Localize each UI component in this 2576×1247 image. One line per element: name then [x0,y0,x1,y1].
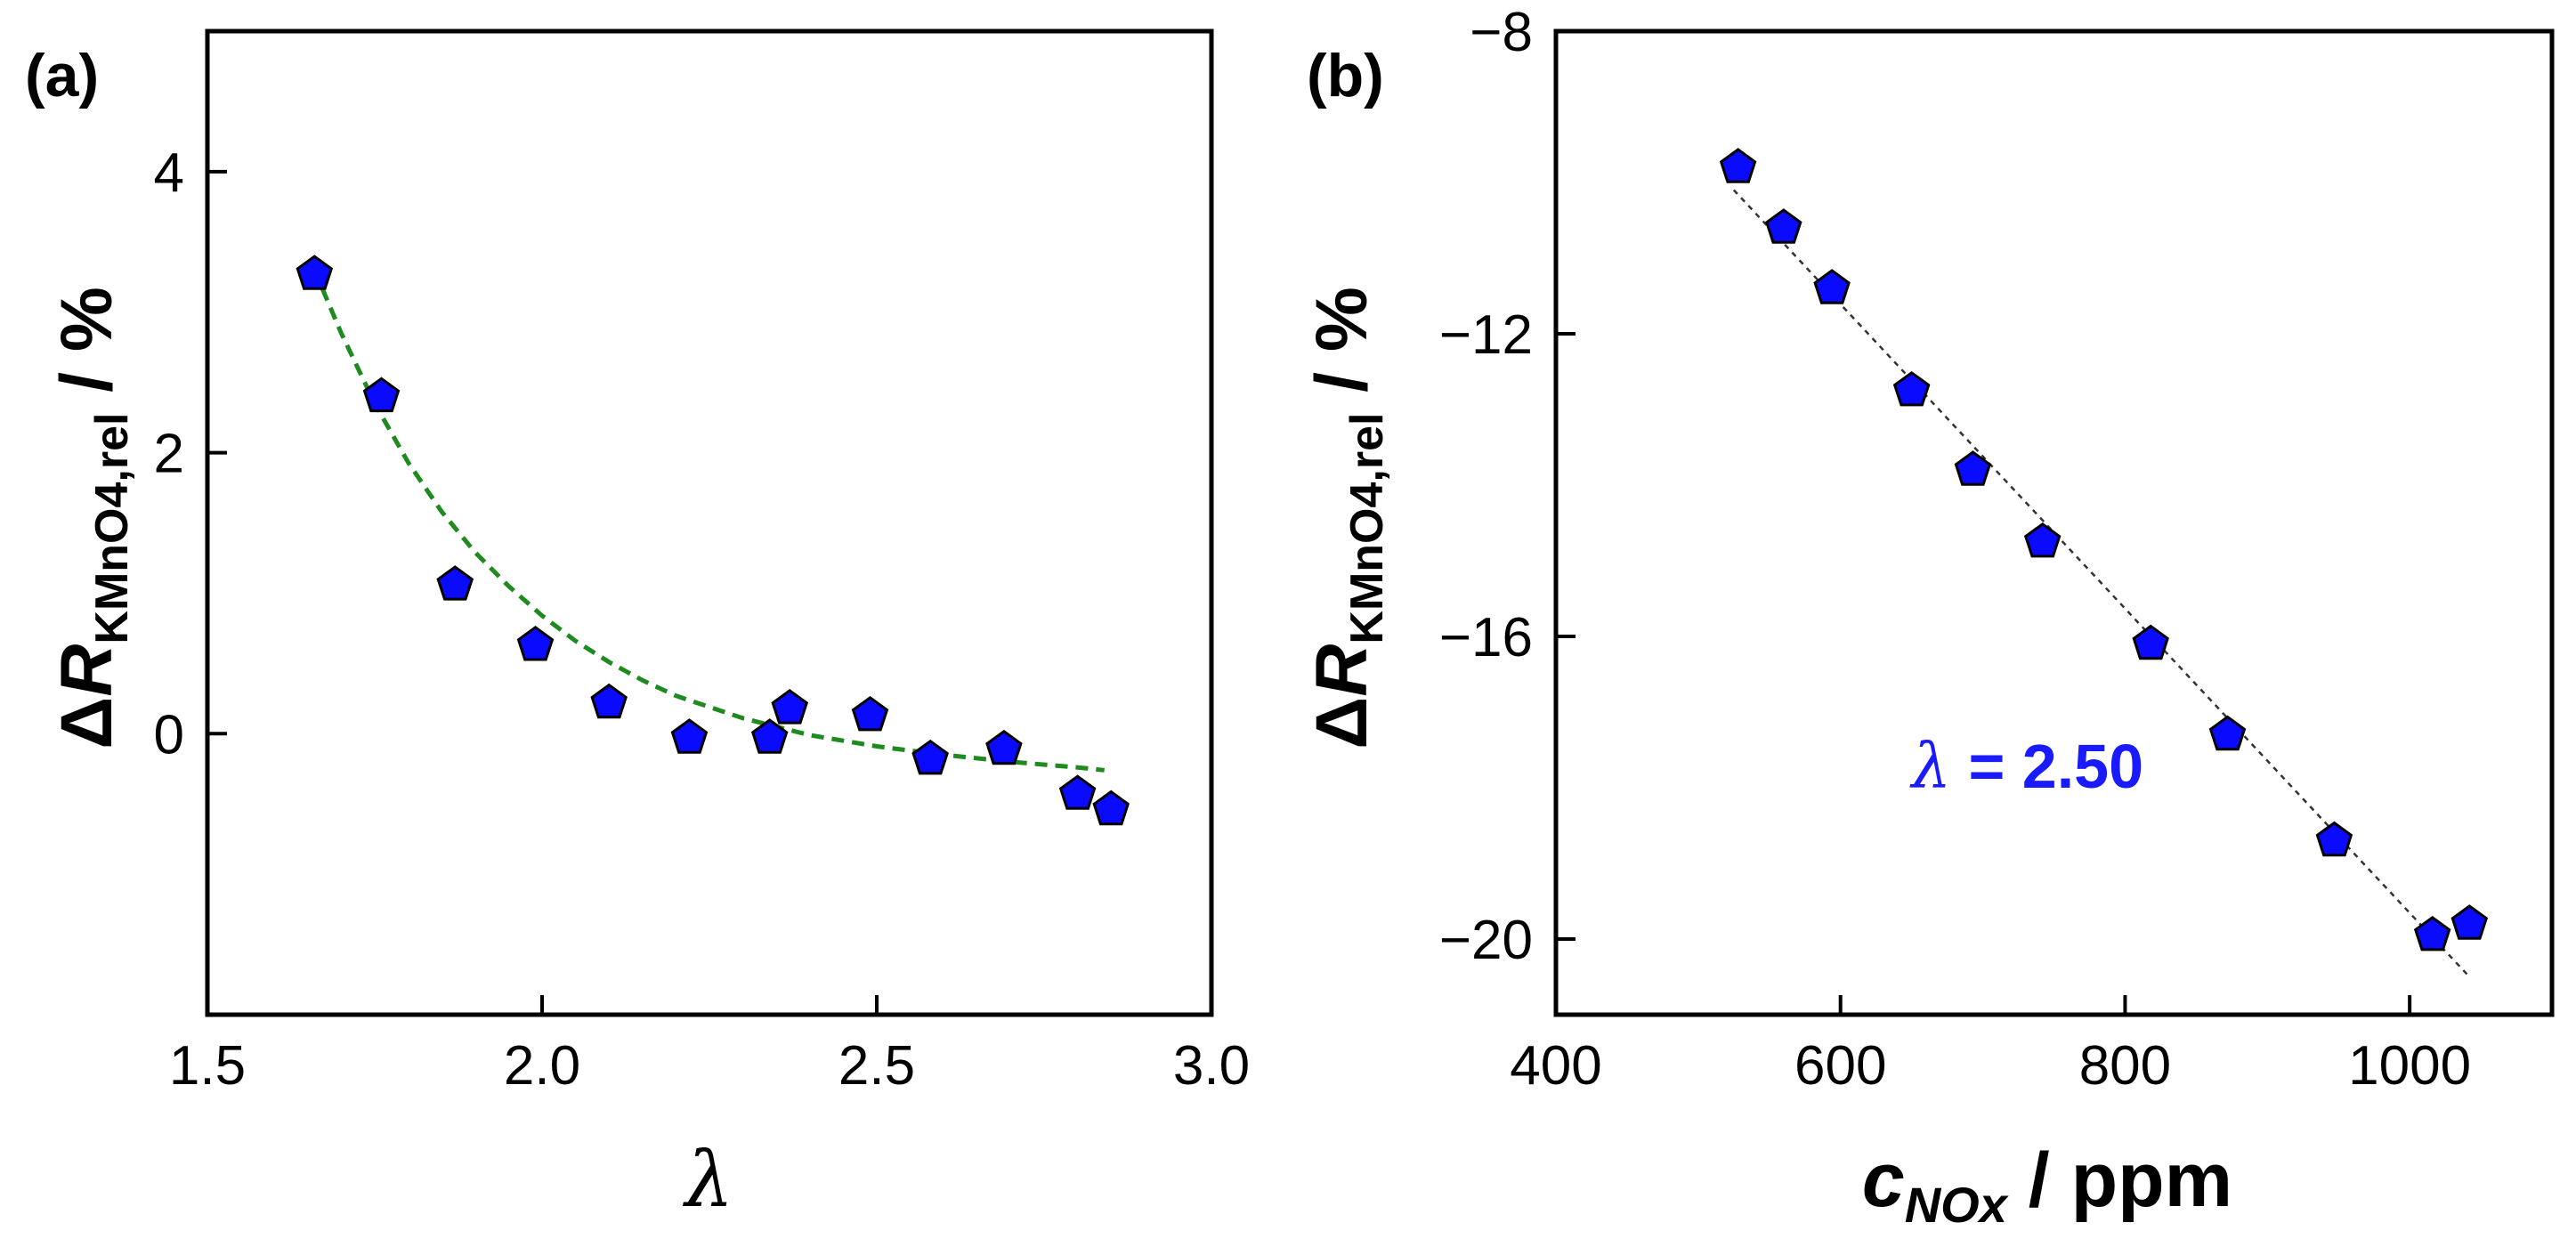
data-point [436,565,474,601]
ylabel-subscript: KMnO4,rel [86,413,138,644]
ylabel-var: R [1301,644,1382,697]
data-point [1092,789,1130,826]
data-point [911,739,949,775]
panel-b-y-axis-label: ΔRKMnO4,rel / % [1301,287,1393,749]
svg-text:ΔRKMnO4,rel / %: ΔRKMnO4,rel / % [46,287,138,749]
panel-b-lambda-annotation: λ = 2.50 [1909,730,2143,803]
y-tick-label: 2 [154,424,184,485]
panel-a-ticks: 1.5 2.0 2.5 3.0 0 2 4 [154,142,1251,1097]
panel-a-fit-curve [312,269,1105,773]
data-point [362,377,401,413]
data-point [590,683,628,719]
panel-a-plot-frame [205,28,1214,1017]
x-tick-label: 600 [1794,1035,1886,1097]
data-point [771,689,809,725]
fit-line [312,269,1105,773]
y-tick-label: −20 [1439,910,1533,971]
y-tick-label: 4 [154,142,184,204]
x-tick-label: 1.5 [169,1035,246,1097]
data-point [1892,370,1931,407]
panel-a-label: (a) [25,42,99,109]
y-tick-label: −16 [1439,607,1533,668]
panel-a: (a) 1.5 2.0 2.5 3.0 0 2 4 ΔRKMnO4,rel / % λ [25,28,1251,1225]
data-point [851,695,889,732]
data-point [985,729,1023,765]
x-tick-label: 2.0 [504,1035,580,1097]
data-point [2315,821,2353,857]
panel-b-x-axis-label: cNOx / ppm [1862,1138,2232,1233]
data-point [1765,208,1802,244]
data-point [2413,915,2451,951]
annotation-value: = 2.50 [1951,732,2143,801]
x-tick-label: 3.0 [1173,1035,1250,1097]
y-tick-label: −12 [1439,304,1533,366]
panel-a-x-axis-label: λ [683,1136,734,1225]
data-point [1058,774,1097,810]
ylabel-unit: / % [1301,287,1382,412]
data-point [750,718,789,754]
x-tick-label: 400 [1510,1035,1601,1097]
ylabel-delta: Δ [46,697,127,749]
x-tick-label: 2.5 [838,1035,915,1097]
data-point [2208,715,2247,751]
x-tick-label: 1000 [2348,1035,2471,1097]
panel-a-points [296,255,1130,826]
panel-b-label: (b) [1307,42,1384,109]
ylabel-var: R [46,644,127,697]
panel-b-ticks: 400 600 800 1000 −8 −12 −16 −20 [1439,2,2471,1097]
xlabel-subscript: NOx [1905,1177,2010,1233]
x-tick-label: 800 [2079,1035,2171,1097]
xlabel-var: c [1862,1138,1905,1223]
panel-b-fit-line [1732,189,2471,978]
y-tick-label: 0 [154,704,184,765]
panel-b: (b) 400 600 800 1000 −8 −12 −16 −20 ΔRKMnO4,rel… [1301,2,2555,1233]
data-point [296,255,334,290]
data-point [516,625,555,661]
ylabel-unit: / % [46,287,127,412]
data-point [2132,624,2169,660]
svg-text:ΔRKMnO4,rel / %: ΔRKMnO4,rel / % [1301,287,1393,749]
annotation-symbol: λ [1909,730,1951,803]
fit-line [1732,189,2471,978]
panel-b-points [1719,148,2489,951]
panel-b-plot-frame [1553,28,2555,1017]
data-point [2023,522,2062,558]
data-point [2450,904,2489,940]
y-tick-label: −8 [1470,2,1533,63]
panel-a-y-axis-label: ΔRKMnO4,rel / % [46,287,138,749]
xlabel-unit: / ppm [2007,1138,2232,1223]
data-point [1954,450,1992,486]
data-point [1719,148,1757,183]
ylabel-delta: Δ [1301,697,1382,749]
ylabel-subscript: KMnO4,rel [1341,413,1393,644]
data-point [670,718,709,754]
data-point [1813,269,1851,304]
